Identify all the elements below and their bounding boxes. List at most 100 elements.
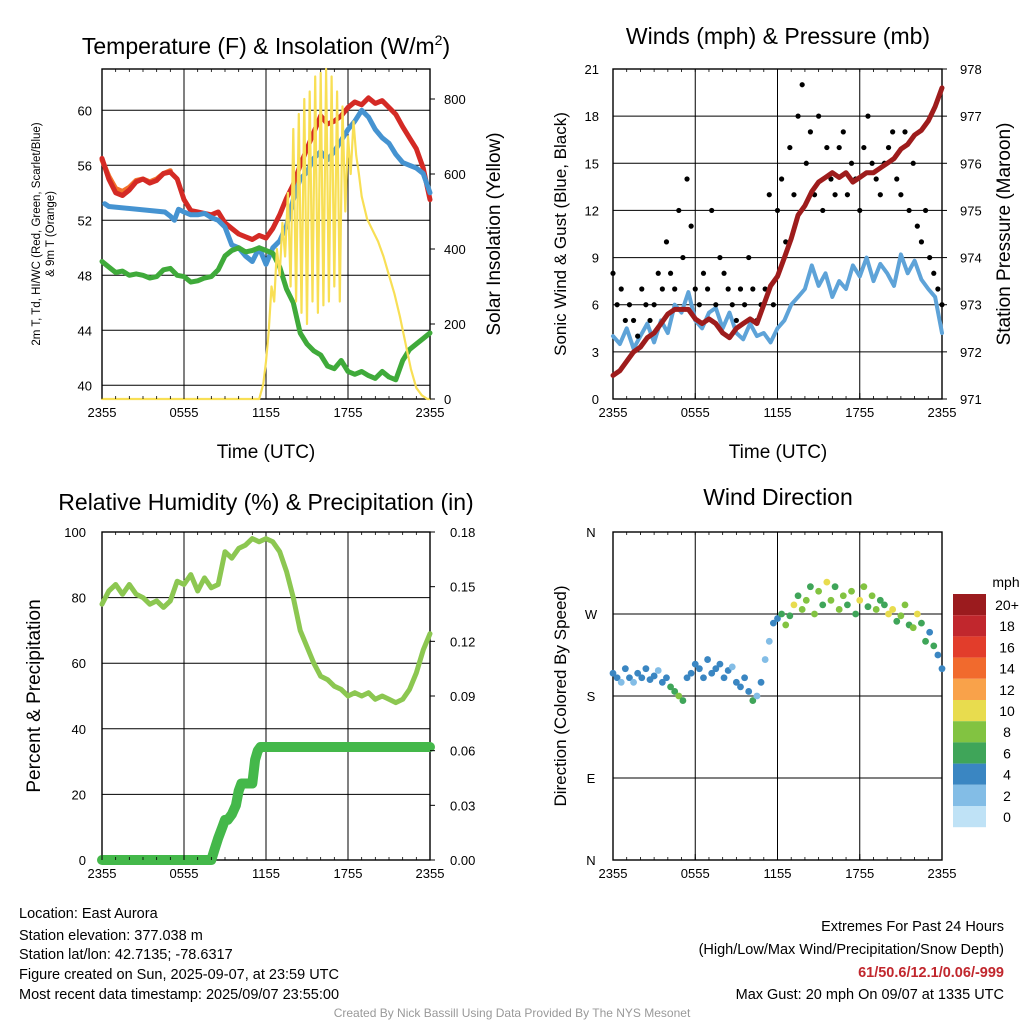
gust-point: [663, 239, 670, 245]
gust-point: [779, 176, 785, 182]
gust-point: [861, 144, 867, 151]
gust-point: [709, 207, 715, 214]
gust-point: [795, 113, 801, 119]
y-axis-label-line1: 2m T, Td, HI/WC (Red, Green, Scarlet/Blu…: [31, 122, 43, 345]
gust-point: [713, 302, 719, 308]
legend-label: 14: [999, 661, 1015, 677]
credit-text: Created By Nick Bassill Using Data Provi…: [333, 1006, 691, 1020]
gust-point: [799, 82, 805, 88]
gust-point: [667, 270, 674, 276]
x-tick-label: 1755: [845, 866, 874, 881]
gust-point: [725, 286, 731, 292]
y-tick-label: 20: [72, 787, 86, 802]
direction-point: [860, 583, 868, 591]
legend-swatch: [953, 678, 986, 700]
x-tick-label: 1755: [334, 405, 363, 420]
gust-point: [721, 270, 727, 276]
direction-point: [938, 665, 946, 673]
y-tick-label: 6: [592, 298, 599, 313]
y-tick-label: 12: [585, 203, 599, 218]
x-tick-label: 2355: [88, 866, 117, 881]
y2-tick-label: 400: [444, 242, 466, 257]
legend-swatch: [953, 615, 986, 637]
legend-label: 0: [1003, 809, 1011, 825]
y2-tick-label: 972: [960, 345, 982, 360]
y-tick-label: 44: [78, 323, 92, 338]
x-tick-label: 2355: [928, 405, 957, 420]
x-tick-label: 1755: [845, 405, 874, 420]
direction-point: [930, 642, 938, 650]
direction-point: [835, 606, 843, 613]
y-tick-label: 100: [64, 525, 86, 540]
y-tick-label: N: [586, 853, 595, 868]
gust-point: [635, 333, 641, 339]
direction-point: [864, 603, 872, 611]
y2-tick-label: 0.03: [450, 798, 475, 813]
direction-point: [712, 665, 720, 673]
y-tick-label: 56: [78, 158, 92, 173]
direction-point: [741, 674, 748, 682]
x-tick-label: 0555: [681, 866, 710, 881]
direction-point: [617, 678, 625, 686]
direction-point: [856, 596, 864, 604]
direction-point: [926, 628, 934, 636]
gust-point: [869, 160, 875, 166]
y-tick-label: N: [586, 525, 595, 540]
y2-tick-label: 200: [444, 317, 466, 332]
series-line-rh_green: [99, 536, 433, 706]
y-tick-label: W: [585, 607, 598, 622]
gust-point: [890, 129, 896, 135]
y2-tick-label: 0.00: [450, 853, 475, 868]
direction-point: [827, 596, 835, 604]
y2-tick-label: 800: [444, 92, 466, 107]
direction-point: [667, 683, 674, 691]
y-tick-label: 18: [585, 109, 599, 124]
gust-point: [622, 317, 628, 324]
direction-point: [650, 672, 658, 680]
gust-point: [894, 176, 900, 182]
gust-point: [807, 129, 814, 135]
gust-point: [824, 144, 830, 151]
created-text: Figure created on Sun, 2025-09-07, at 23…: [19, 967, 339, 983]
direction-point: [638, 674, 646, 682]
gust-point: [820, 207, 826, 214]
chart-title-4: Wind Direction: [703, 484, 853, 510]
gust-point: [898, 192, 904, 198]
series-line-blue: [102, 107, 433, 267]
extremes-title: Extremes For Past 24 Hours: [821, 919, 1004, 935]
gust-point: [610, 270, 616, 276]
x-tick-label: 2355: [599, 405, 628, 420]
y-tick-label: 80: [72, 591, 86, 606]
direction-point: [885, 610, 892, 618]
gust-point: [672, 286, 678, 292]
direction-point: [737, 683, 744, 691]
gust-point: [906, 207, 912, 214]
gust-point: [803, 160, 809, 166]
gust-point: [791, 192, 797, 198]
legend-swatch: [953, 806, 986, 828]
gust-point: [910, 160, 916, 166]
y2-tick-label: 600: [444, 167, 466, 182]
direction-point: [621, 665, 629, 673]
direction-point: [663, 674, 670, 682]
gust-point: [877, 192, 883, 198]
gust-point: [643, 302, 649, 308]
legend-swatch: [953, 742, 986, 764]
gust-point: [696, 302, 702, 308]
y-axis-label: Sonic Wind & Gust (Blue, Black): [551, 112, 570, 356]
direction-point: [732, 678, 740, 686]
y2-axis-label: Station Pressure (Maroon): [994, 123, 1015, 346]
gust-point: [836, 144, 842, 151]
gust-point: [840, 129, 846, 135]
direction-point: [802, 596, 810, 604]
legend-label: 2: [1003, 788, 1011, 804]
direction-point: [897, 612, 905, 620]
direction-point: [609, 669, 617, 677]
gust-point: [816, 113, 822, 119]
gust-point: [684, 176, 690, 182]
direction-point: [716, 660, 724, 668]
legend-swatch: [953, 784, 986, 806]
gust-point: [766, 192, 772, 198]
gust-point: [857, 207, 863, 214]
legend-label: 18: [999, 618, 1015, 634]
